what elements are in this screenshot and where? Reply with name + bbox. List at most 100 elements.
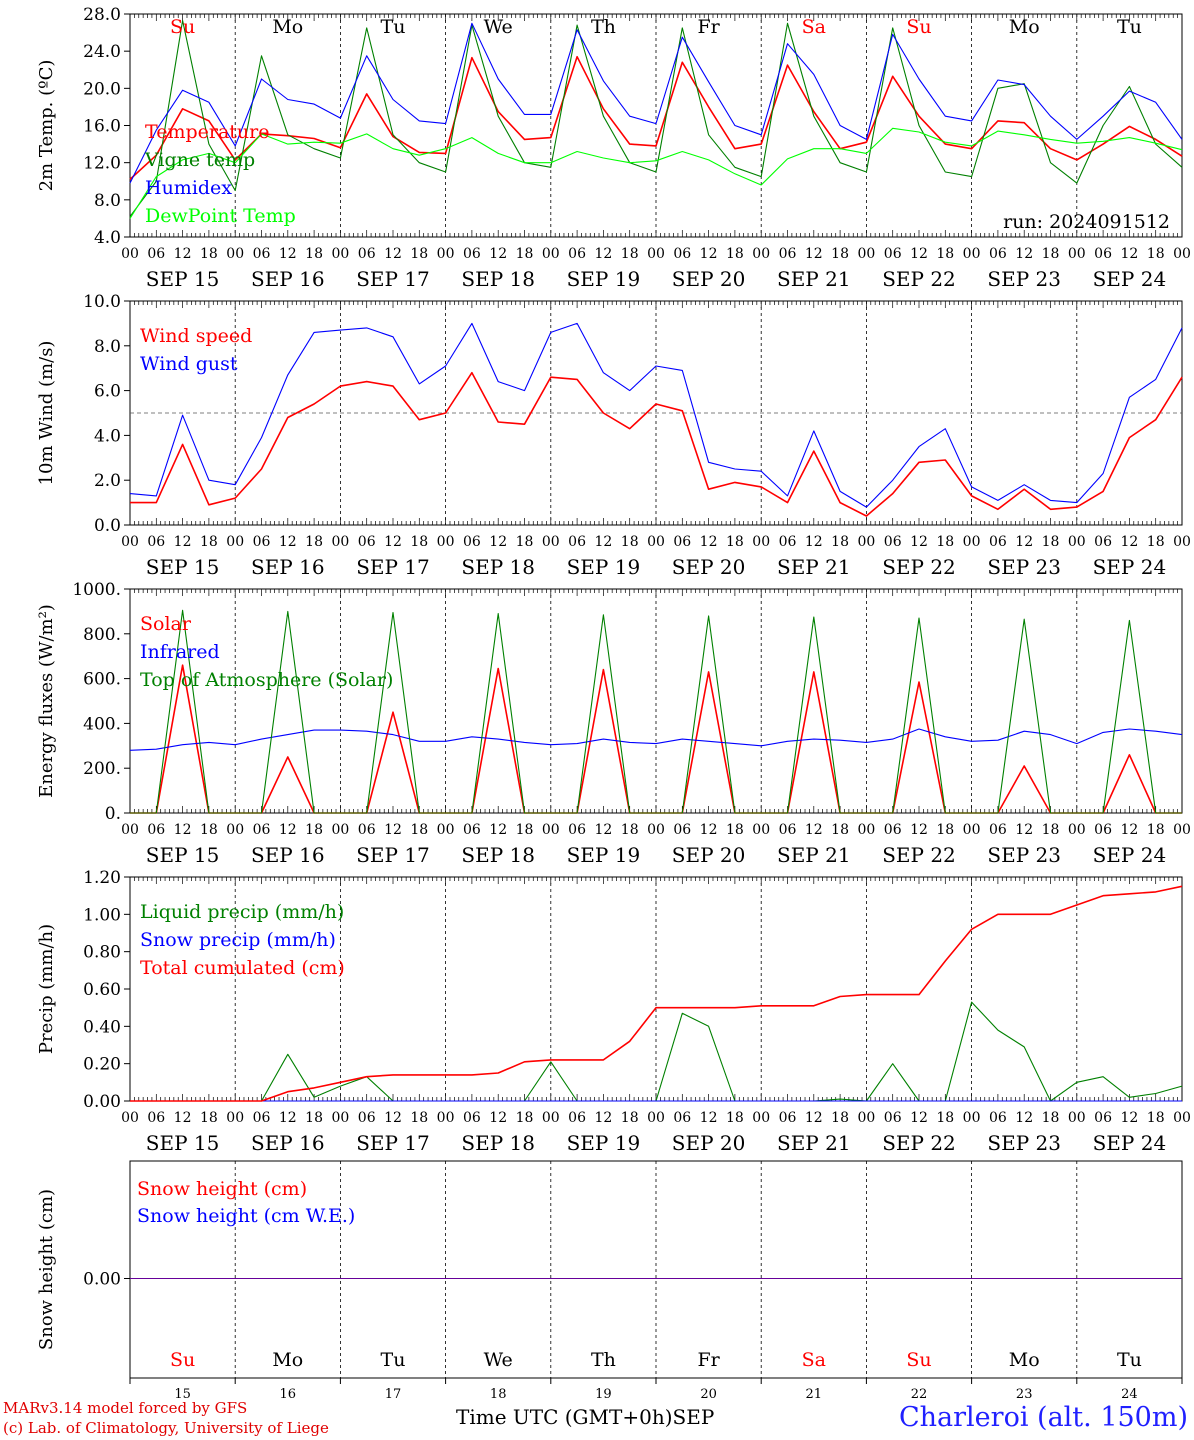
y-tick-label: 0.0 (94, 516, 121, 536)
date-label: SEP 18 (461, 267, 535, 291)
hour-tick-label: 06 (884, 534, 902, 550)
series-line (130, 609, 1182, 814)
hour-tick-label: 06 (147, 1110, 165, 1126)
hour-tick-label: 12 (174, 534, 192, 550)
hour-tick-label: 06 (673, 246, 691, 262)
hour-tick-label: 12 (489, 246, 507, 262)
hour-tick-label: 12 (1015, 822, 1033, 838)
hour-tick-label: 18 (200, 822, 218, 838)
date-label: SEP 17 (356, 267, 430, 291)
hour-tick-label: 00 (963, 1110, 981, 1126)
hour-tick-label: 12 (384, 1110, 402, 1126)
date-label: SEP 15 (146, 1131, 220, 1155)
hour-tick-label: 12 (805, 534, 823, 550)
date-label: SEP 23 (987, 1131, 1061, 1155)
hour-tick-label: 06 (568, 1110, 586, 1126)
y-tick-label: 4.0 (94, 426, 121, 446)
weekday-label: Su (170, 16, 195, 38)
hour-tick-label: 00 (647, 822, 665, 838)
hour-tick-label: 00 (437, 1110, 455, 1126)
hour-tick-label: 00 (963, 246, 981, 262)
hour-tick-label: 12 (384, 822, 402, 838)
hour-tick-label: 00 (437, 822, 455, 838)
day-number: 20 (700, 1387, 717, 1402)
hour-tick-label: 06 (989, 822, 1007, 838)
hour-tick-label: 12 (384, 246, 402, 262)
hour-tick-label: 06 (779, 534, 797, 550)
hour-tick-label: 06 (358, 534, 376, 550)
hour-tick-label: 12 (910, 1110, 928, 1126)
y-tick-label: 16.0 (83, 117, 121, 137)
hour-tick-label: 06 (253, 534, 271, 550)
hour-tick-label: 18 (200, 246, 218, 262)
date-label: SEP 22 (882, 267, 956, 291)
date-label: SEP 20 (672, 555, 746, 579)
hour-tick-label: 18 (1147, 1110, 1165, 1126)
hour-tick-label: 00 (542, 1110, 560, 1126)
y-tick-label: 4.0 (94, 228, 121, 248)
hour-tick-label: 00 (1173, 822, 1191, 838)
hour-tick-label: 00 (752, 822, 770, 838)
series-line (129, 322, 1183, 508)
hour-tick-label: 00 (1173, 246, 1191, 262)
day-number: 23 (1016, 1387, 1033, 1402)
date-label: SEP 17 (356, 1131, 430, 1155)
hour-tick-label: 18 (621, 822, 639, 838)
hour-tick-label: 18 (516, 534, 534, 550)
y-tick-label: 1000. (72, 580, 121, 600)
hour-tick-label: 06 (568, 822, 586, 838)
hour-tick-label: 06 (779, 246, 797, 262)
hour-tick-label: 18 (1042, 246, 1060, 262)
hour-tick-label: 06 (463, 534, 481, 550)
hour-tick-label: 12 (700, 534, 718, 550)
lab-credit: (c) Lab. of Climatology, University of L… (3, 1419, 329, 1437)
hour-tick-label: 00 (121, 1110, 139, 1126)
y-tick-label: 0. (105, 804, 121, 824)
y-tick-label: 1.20 (83, 868, 121, 888)
y-tick-label: 6.0 (94, 382, 121, 402)
hour-tick-label: 06 (1094, 534, 1112, 550)
hour-tick-label: 00 (647, 1110, 665, 1126)
date-label: SEP 18 (461, 843, 535, 867)
weekday-label: We (484, 16, 513, 38)
hour-tick-label: 18 (831, 1110, 849, 1126)
hour-tick-label: 06 (358, 822, 376, 838)
date-label: SEP 23 (987, 267, 1061, 291)
hour-tick-label: 00 (331, 1110, 349, 1126)
hour-tick-label: 12 (594, 822, 612, 838)
hour-tick-label: 06 (673, 1110, 691, 1126)
hour-tick-label: 12 (174, 246, 192, 262)
hour-tick-label: 00 (121, 534, 139, 550)
weekday-label: Tu (381, 16, 406, 38)
hour-tick-label: 18 (305, 246, 323, 262)
hour-tick-label: 00 (437, 534, 455, 550)
hour-tick-label: 06 (358, 1110, 376, 1126)
x-axis-month: SEP (672, 1405, 715, 1429)
hour-tick-label: 06 (463, 246, 481, 262)
legend-entry: Snow height (cm) (137, 1178, 307, 1200)
hour-tick-label: 18 (1042, 534, 1060, 550)
date-label: SEP 24 (1093, 267, 1167, 291)
plot-frame (129, 13, 1183, 238)
hour-tick-label: 18 (200, 534, 218, 550)
date-label: SEP 16 (251, 267, 325, 291)
legend-entry: Wind speed (140, 325, 252, 347)
weekday-label: Mo (272, 1349, 303, 1371)
hour-tick-label: 06 (989, 246, 1007, 262)
weekday-label: Su (170, 1349, 195, 1371)
hour-tick-label: 06 (463, 1110, 481, 1126)
hour-tick-label: 12 (279, 246, 297, 262)
day-number: 21 (806, 1387, 823, 1402)
hour-tick-label: 06 (884, 1110, 902, 1126)
hour-tick-label: 12 (1015, 534, 1033, 550)
hour-tick-label: 12 (805, 246, 823, 262)
hour-tick-label: 18 (726, 246, 744, 262)
hour-tick-label: 12 (594, 246, 612, 262)
hour-tick-label: 12 (594, 1110, 612, 1126)
hour-tick-label: 00 (857, 534, 875, 550)
hour-tick-label: 06 (884, 246, 902, 262)
hour-tick-label: 12 (174, 1110, 192, 1126)
date-label: SEP 19 (567, 555, 641, 579)
hour-tick-label: 12 (805, 1110, 823, 1126)
hour-tick-label: 18 (410, 1110, 428, 1126)
